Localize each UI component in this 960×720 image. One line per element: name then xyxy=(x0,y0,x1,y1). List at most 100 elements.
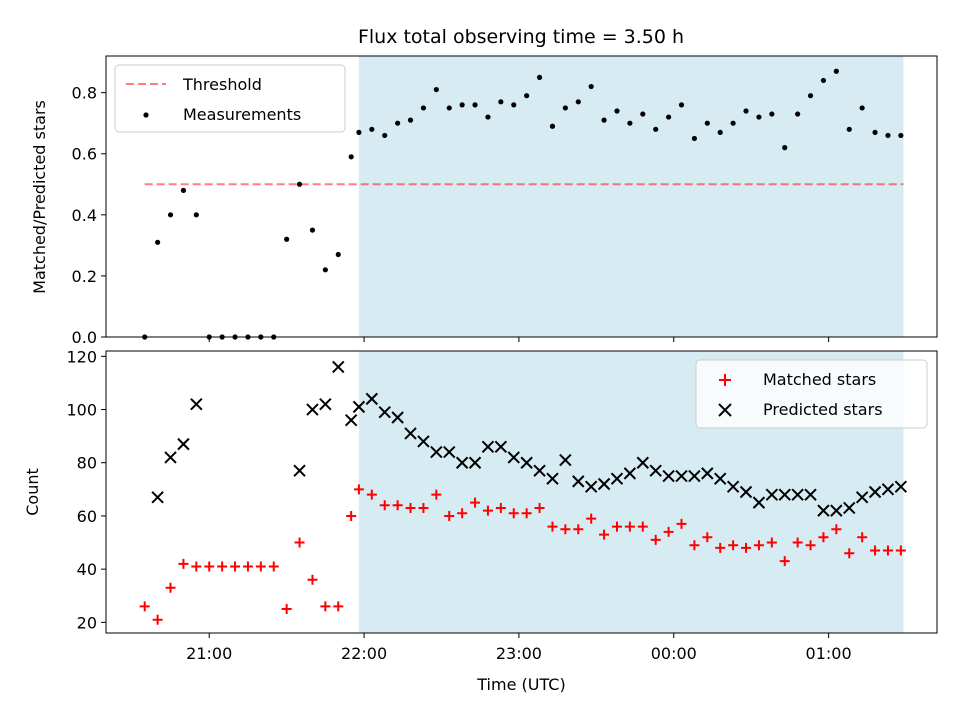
measurement-point xyxy=(588,83,594,90)
matched-stars-point xyxy=(457,508,468,519)
predicted-stars-point xyxy=(391,411,404,424)
predicted-stars-point xyxy=(417,435,430,448)
matched-stars-point xyxy=(418,502,429,513)
measurement-point xyxy=(420,105,427,111)
predicted-stars-point xyxy=(443,445,456,459)
measurement-point xyxy=(807,93,814,99)
predicted-stars-point xyxy=(546,472,559,485)
matched-stars-point xyxy=(779,556,790,567)
measurement-point xyxy=(562,105,568,111)
predicted-stars-point xyxy=(468,456,482,469)
predicted-stars-point xyxy=(190,398,203,411)
legend-predicted-swatch xyxy=(718,403,732,417)
predicted-stars-point xyxy=(688,469,701,483)
matched-stars-point xyxy=(534,502,545,513)
matched-stars-point xyxy=(650,534,661,545)
matched-stars-point xyxy=(353,484,364,495)
predicted-stars-point xyxy=(623,467,637,480)
measurement-point xyxy=(898,132,904,139)
measurement-point xyxy=(511,102,517,108)
predicted-stars-point xyxy=(843,501,856,515)
matched-stars-point xyxy=(320,601,331,612)
matched-stars-point xyxy=(294,537,305,548)
predicted-stars-point xyxy=(610,472,624,485)
matched-stars-point xyxy=(521,508,532,519)
y-axis-title: Matched/Predicted stars xyxy=(30,100,49,294)
y-tick-label: 0.6 xyxy=(72,145,97,164)
predicted-stars-point xyxy=(597,477,611,491)
predicted-stars-point xyxy=(507,451,520,464)
measurement-point xyxy=(369,126,375,132)
predicted-stars-point xyxy=(726,480,740,493)
observing-window-band xyxy=(358,56,904,337)
measurement-point xyxy=(193,212,199,218)
measurement-point xyxy=(433,86,439,93)
measurement-point xyxy=(601,117,607,123)
matched-stars-point xyxy=(255,561,266,572)
predicted-stars-point xyxy=(584,480,598,493)
measurement-point xyxy=(846,126,852,132)
matched-stars-point xyxy=(379,500,390,511)
predicted-stars-point xyxy=(881,483,895,496)
legend-label: Measurements xyxy=(183,105,301,124)
measurement-point xyxy=(666,114,672,120)
predicted-stars-point xyxy=(701,467,714,480)
measurement-point xyxy=(833,68,839,74)
y-tick-label: 80 xyxy=(77,454,97,473)
matched-stars-point xyxy=(882,545,893,556)
matched-stars-point xyxy=(805,540,816,551)
predicted-stars-point xyxy=(319,398,332,411)
ratio-panel: 0.0 0.2 0.4 0.6 0.8 Matched/Predicted stars Th… xyxy=(30,55,938,347)
measurement-point xyxy=(575,99,581,105)
matched-stars-point xyxy=(495,502,506,513)
measurement-point xyxy=(627,120,633,126)
matched-stars-point xyxy=(152,614,163,625)
y-tick-label: 0.4 xyxy=(72,206,97,225)
legend-label: Predicted stars xyxy=(763,400,883,419)
predicted-stars-point xyxy=(352,400,366,414)
predicted-stars-point xyxy=(378,405,391,419)
predicted-stars-point xyxy=(164,451,177,464)
y-tick-label: 100 xyxy=(66,401,97,420)
matched-stars-point xyxy=(741,542,752,553)
matched-stars-point xyxy=(702,532,713,543)
matched-stars-point xyxy=(753,540,764,551)
measurement-point xyxy=(395,120,401,126)
matched-stars-point xyxy=(281,604,292,615)
matched-stars-point xyxy=(611,521,622,532)
measurement-point xyxy=(180,187,187,193)
matched-stars-point xyxy=(560,524,571,535)
legend: Threshold Measurements xyxy=(114,64,346,133)
x-tick-label: 21:00 xyxy=(186,644,232,663)
matched-stars-point xyxy=(366,489,377,500)
matched-stars-point xyxy=(663,526,674,537)
measurement-point xyxy=(459,102,465,108)
y-axis-title: Count xyxy=(23,468,42,516)
matched-stars-point xyxy=(139,601,150,612)
measurement-point xyxy=(678,102,685,108)
matched-stars-point xyxy=(307,574,318,585)
predicted-stars-point xyxy=(344,413,358,427)
predicted-stars-point xyxy=(830,504,843,517)
y-tick-label: 120 xyxy=(66,347,97,366)
predicted-stars-point xyxy=(752,496,766,509)
predicted-stars-point xyxy=(177,437,190,451)
predicted-stars-point xyxy=(481,440,495,453)
y-tick-label: 60 xyxy=(77,507,97,526)
measurement-point xyxy=(782,145,788,151)
predicted-stars-point xyxy=(572,475,585,488)
predicted-stars-point xyxy=(430,445,443,459)
measurement-point xyxy=(284,236,290,242)
predicted-stars-point xyxy=(404,427,417,440)
y-tick-label: 0.8 xyxy=(72,84,97,103)
matched-stars-point xyxy=(547,521,558,532)
matched-stars-point xyxy=(165,582,176,593)
matched-stars-point xyxy=(191,561,202,572)
predicted-stars-point xyxy=(494,440,508,453)
matched-stars-point xyxy=(689,540,700,551)
measurement-point xyxy=(756,114,762,120)
predicted-stars-point xyxy=(765,488,779,501)
legend-label: Matched stars xyxy=(763,370,876,389)
matched-stars-point xyxy=(766,537,777,548)
y-tick-label: 0.2 xyxy=(72,267,97,286)
